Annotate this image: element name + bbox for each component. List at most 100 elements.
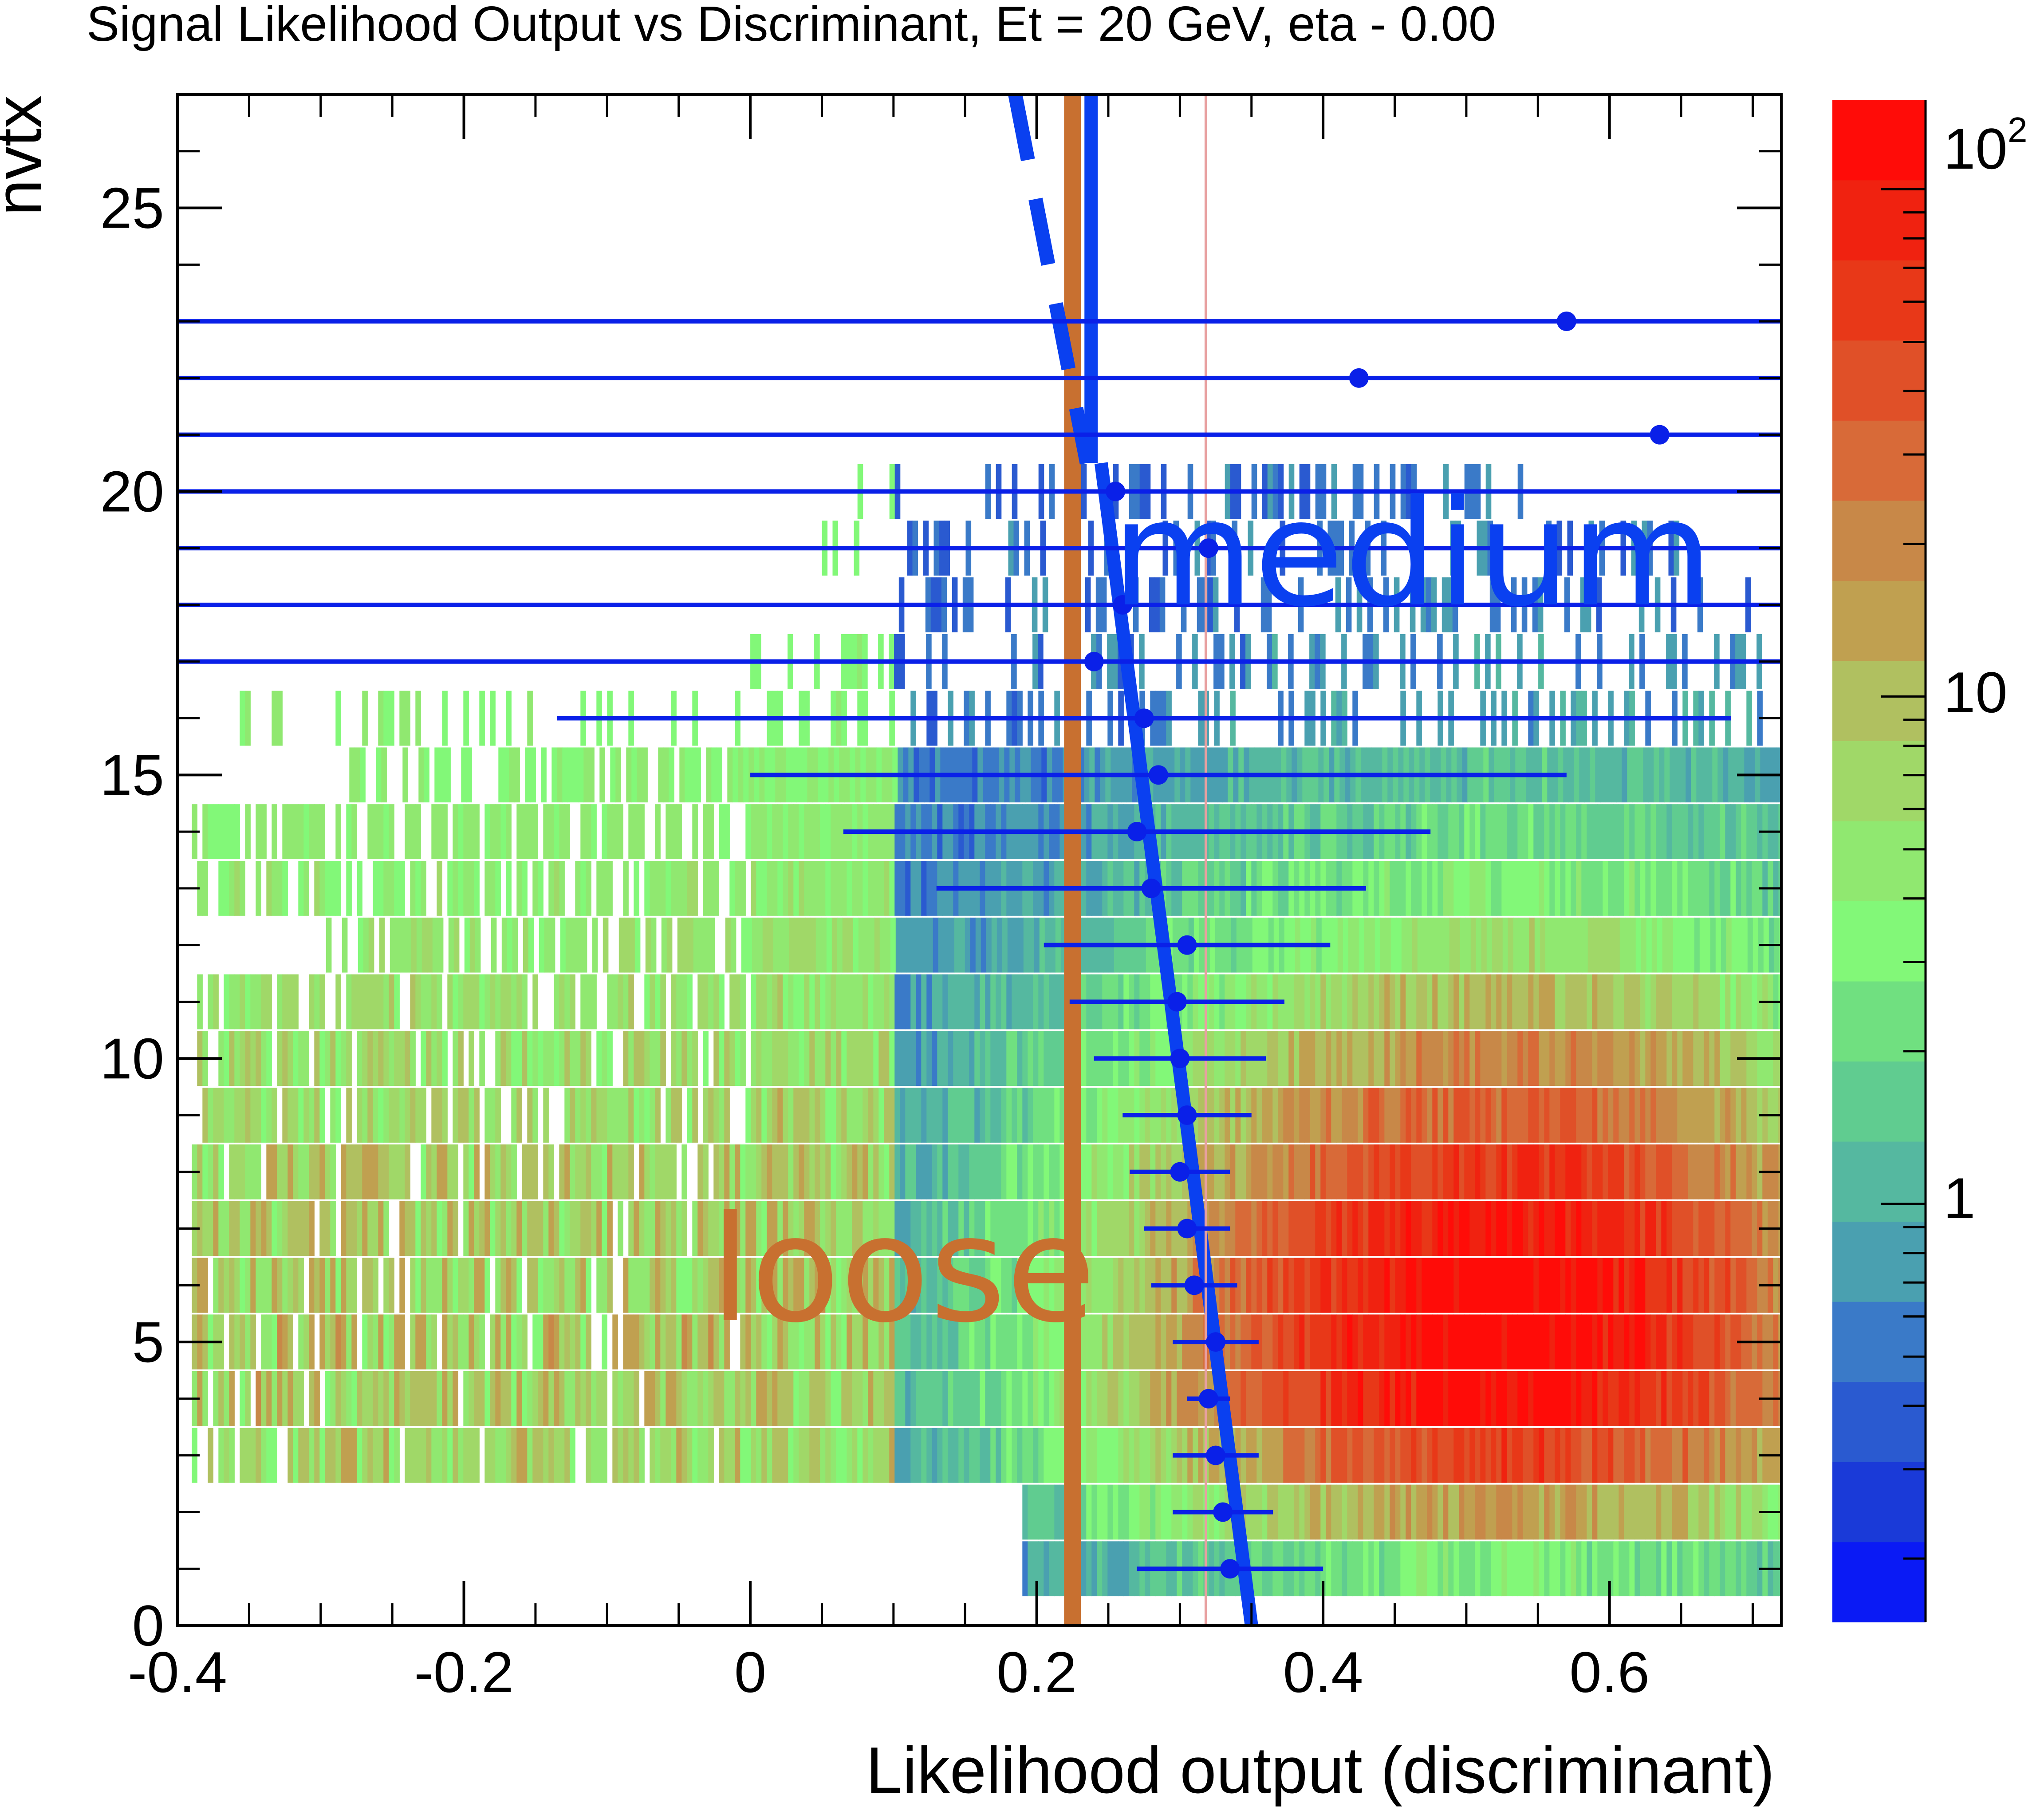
profile-marker [1198, 1389, 1218, 1409]
heatmap-cell [1619, 1314, 1624, 1369]
heatmap-cell [697, 1144, 703, 1199]
heatmap-cell [799, 1428, 804, 1483]
heatmap-cell [1581, 1484, 1587, 1540]
heatmap-cell [1645, 1088, 1651, 1143]
heatmap-cell [1584, 747, 1590, 803]
heatmap-cell [1390, 1031, 1395, 1086]
heatmap-cell [1033, 1484, 1039, 1540]
heatmap-cell [1701, 747, 1707, 803]
heatmap-cell [1336, 1201, 1342, 1256]
heatmap-cell [1256, 1371, 1262, 1426]
heatmap-cell [426, 1144, 432, 1199]
heatmap-cell [1406, 1428, 1411, 1483]
heatmap-cell [777, 1258, 783, 1313]
heatmap-cell [1720, 1484, 1725, 1540]
heatmap-cell [575, 1031, 581, 1086]
profile-point-nvtx-23 [177, 312, 1781, 331]
heatmap-cell [612, 1314, 618, 1369]
heatmap-cell [1650, 1201, 1656, 1256]
heatmap-cell [411, 917, 417, 973]
heatmap-cell [394, 974, 400, 1030]
heatmap-cell [1358, 1031, 1363, 1086]
heatmap-cell [905, 1031, 911, 1086]
heatmap-cell [1459, 974, 1465, 1030]
heatmap-cell [836, 1258, 842, 1313]
heatmap-cell [1453, 1428, 1459, 1483]
heatmap-cell [900, 1144, 906, 1199]
heatmap-cell [522, 861, 528, 916]
heatmap-cell [1182, 1371, 1188, 1426]
heatmap-cell [1752, 1428, 1757, 1483]
heatmap-cell [309, 1144, 315, 1199]
heatmap-cell [1459, 1088, 1465, 1143]
heatmap-cell [1712, 747, 1718, 803]
heatmap-cell [293, 1201, 299, 1256]
heatmap-cell [1022, 1258, 1028, 1313]
heatmap-cell [394, 1371, 400, 1426]
heatmap-cell [820, 1428, 826, 1483]
heatmap-cell [1416, 1428, 1422, 1483]
heatmap-cell [1059, 1541, 1065, 1597]
heatmap-cell [1600, 747, 1606, 803]
heatmap-cell [1725, 1484, 1731, 1540]
heatmap-cell [777, 1144, 783, 1199]
heatmap-cell [1741, 1144, 1747, 1199]
heatmap-cell [607, 1201, 613, 1256]
heatmap-cell [905, 1088, 911, 1143]
heatmap-cell [628, 1144, 634, 1199]
heatmap-cell [980, 1031, 985, 1086]
heatmap-cell [1613, 1088, 1619, 1143]
heatmap-cell [1453, 861, 1459, 916]
heatmap-cell [1533, 1428, 1539, 1483]
heatmap-cell [362, 1201, 368, 1256]
heatmap-cell [532, 861, 538, 916]
heatmap-row-9 [202, 1088, 1781, 1143]
heatmap-cell [1384, 1031, 1390, 1086]
heatmap-cell [1672, 1201, 1678, 1256]
heatmap-cell [942, 1258, 948, 1313]
heatmap-cell [1001, 1371, 1007, 1426]
heatmap-cell [1448, 1201, 1454, 1256]
heatmap-cell [325, 861, 331, 916]
heatmap-cell [383, 1371, 389, 1426]
heatmap-cell [1288, 1144, 1294, 1199]
heatmap-cell [1038, 1371, 1044, 1426]
heatmap-cell [1629, 1144, 1635, 1199]
heatmap-cell [687, 861, 693, 916]
heatmap-cell [541, 747, 547, 803]
heatmap-cell [1603, 1371, 1608, 1426]
heatmap-cell [1437, 1541, 1443, 1597]
profile-point-nvtx-7 [1144, 1219, 1230, 1239]
heatmap-cell [634, 1201, 639, 1256]
heatmap-cell [905, 1371, 911, 1426]
heatmap-cell [618, 1428, 623, 1483]
heatmap-cell [1044, 1144, 1049, 1199]
heatmap-cell [1022, 1088, 1028, 1143]
heatmap-cell [804, 974, 810, 1030]
heatmap-cell [319, 1031, 325, 1086]
heatmap-cell [1326, 1371, 1331, 1426]
heatmap-cell [729, 1201, 735, 1256]
heatmap-cell [229, 1031, 235, 1086]
heatmap-cell [1691, 747, 1697, 803]
heatmap-cell [937, 1088, 943, 1143]
heatmap-cell [1645, 804, 1651, 859]
heatmap-cell [1507, 1371, 1512, 1426]
heatmap-cell [448, 917, 454, 973]
heatmap-cell [314, 974, 320, 1030]
heatmap-cell [1693, 1371, 1699, 1426]
heatmap-cell [277, 690, 283, 746]
heatmap-cell [197, 974, 203, 1030]
heatmap-cell [1336, 1088, 1342, 1143]
heatmap-cell [532, 1314, 538, 1369]
heatmap-cell [687, 1428, 693, 1483]
heatmap-cell [884, 1088, 890, 1143]
heatmap-cell [1107, 1314, 1113, 1369]
heatmap-cell [975, 917, 981, 973]
heatmap-cell [1672, 1088, 1678, 1143]
heatmap-cell [889, 861, 895, 916]
heatmap-cell [383, 974, 389, 1030]
x-tick-label: 0 [734, 1640, 766, 1704]
heatmap-cell [298, 1088, 304, 1143]
heatmap-cell [1272, 1258, 1278, 1313]
